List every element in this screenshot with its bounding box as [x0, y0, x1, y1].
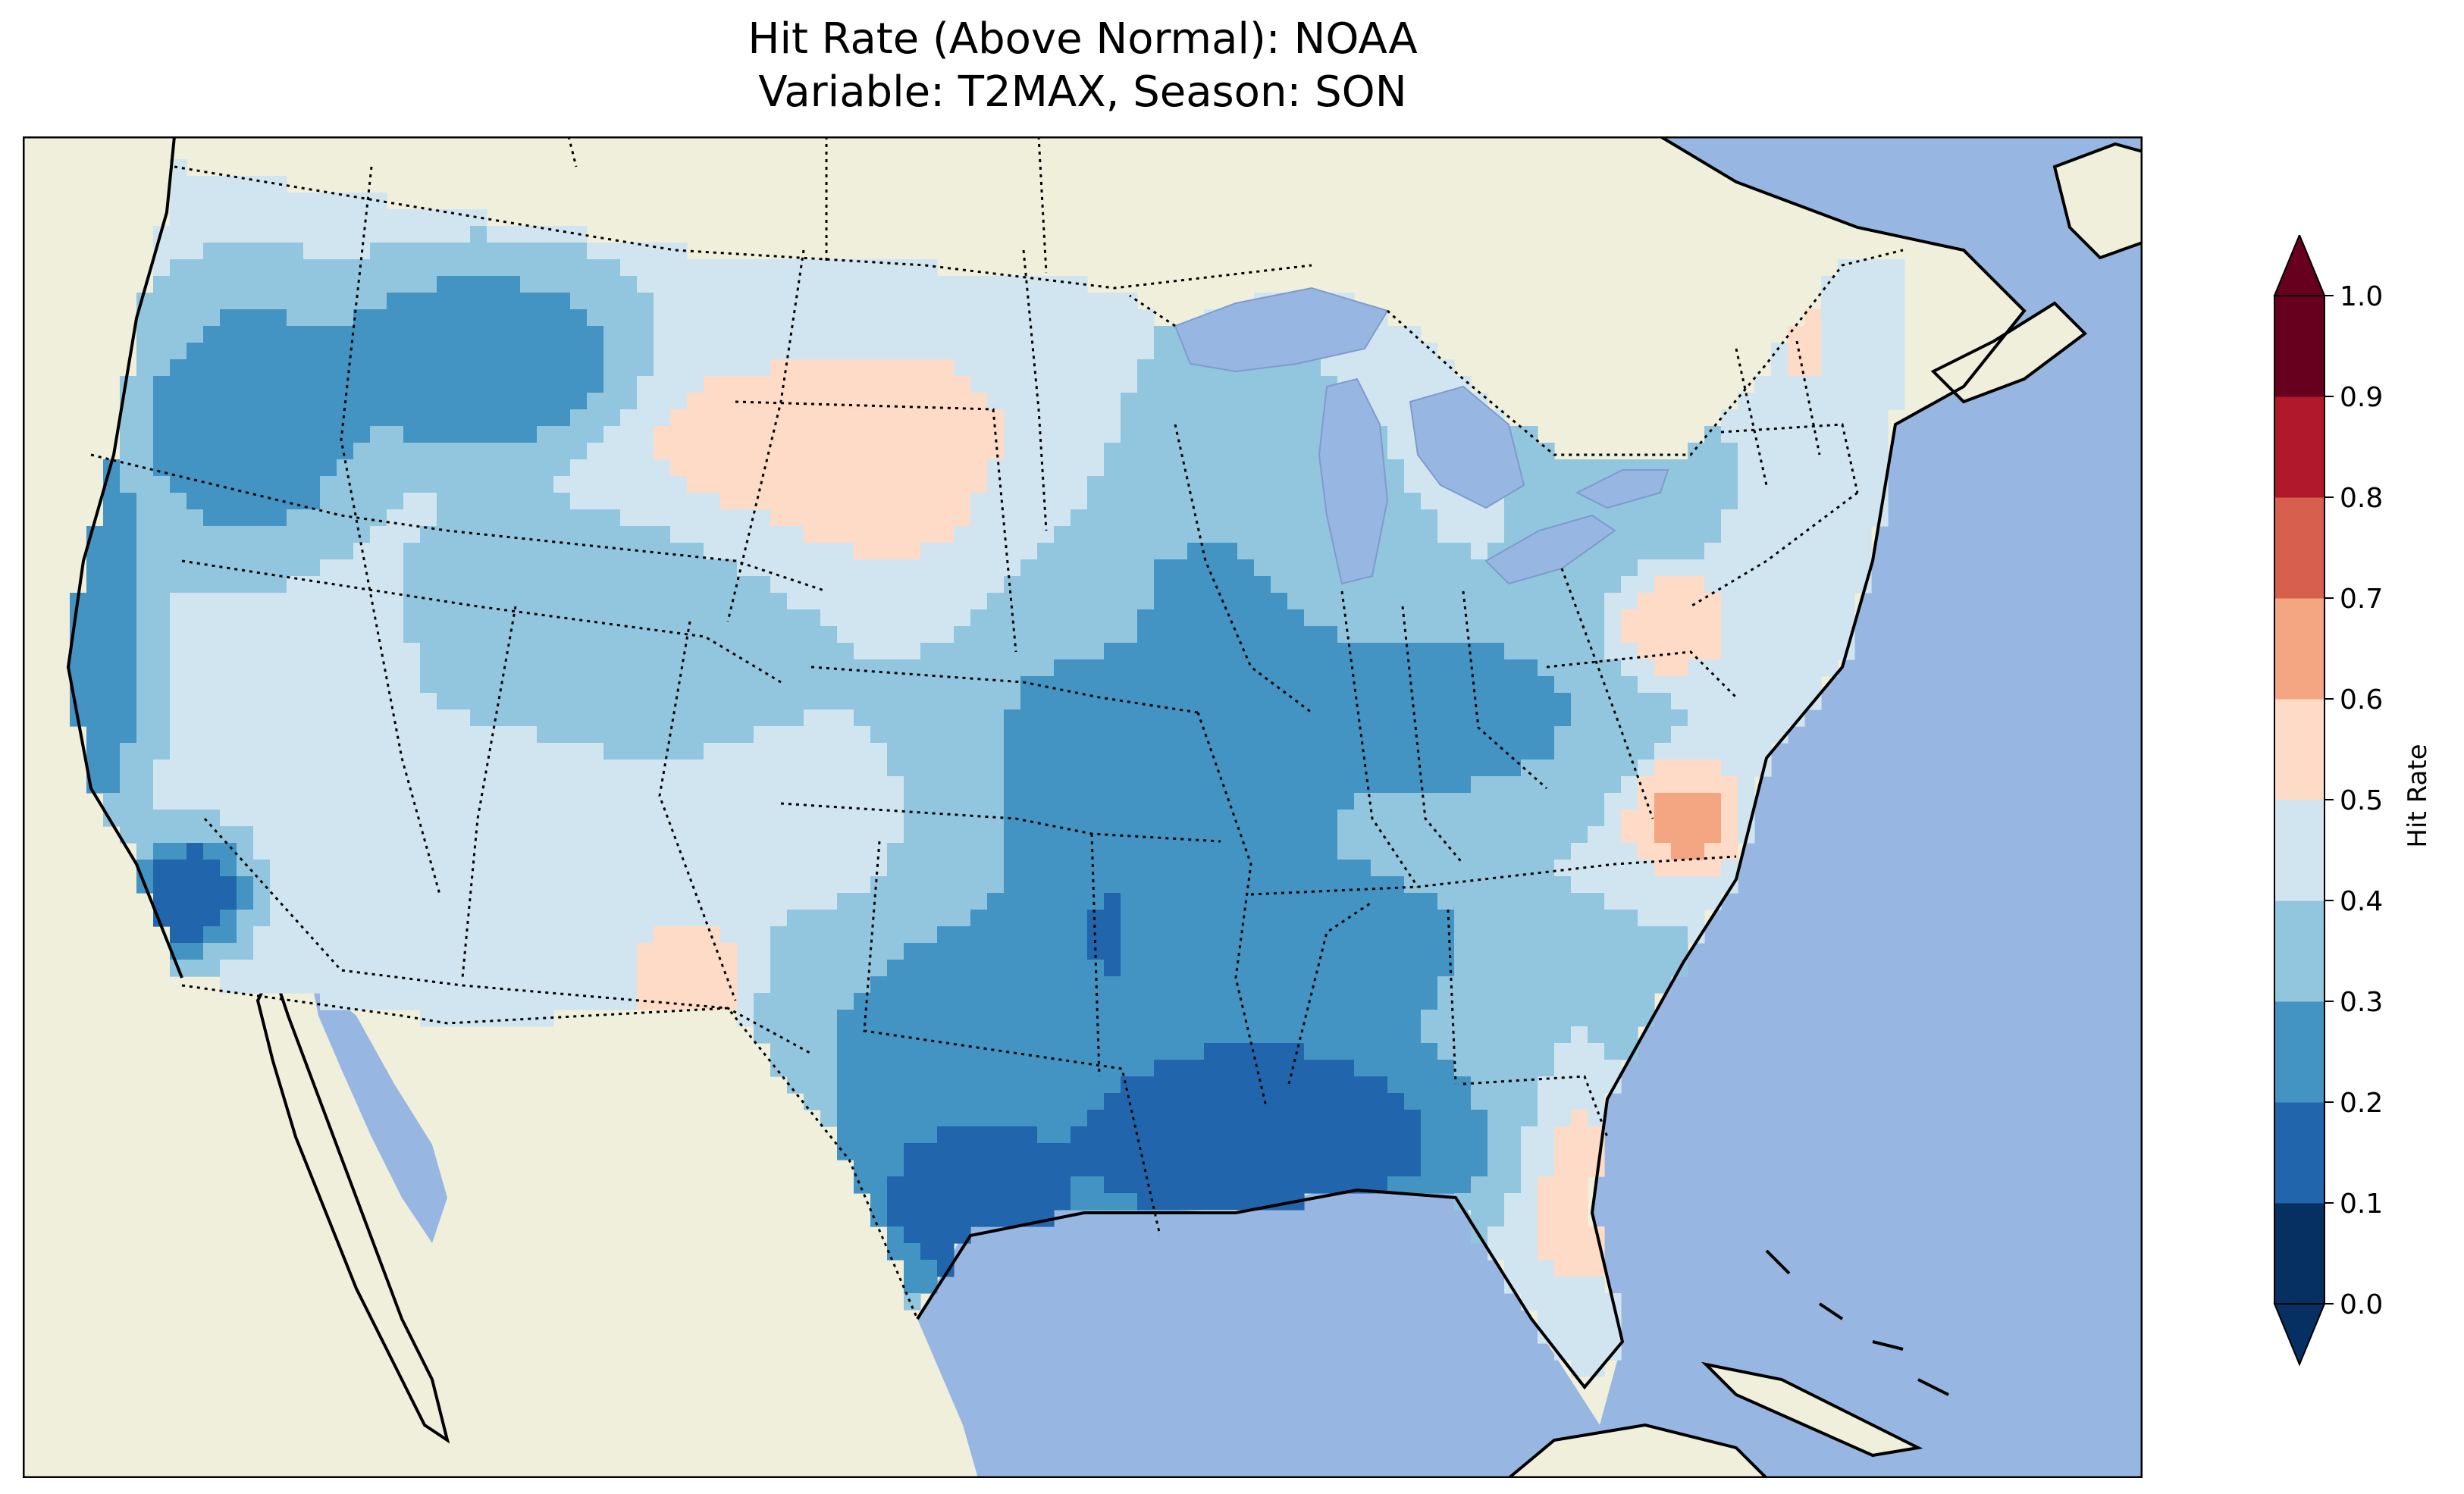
colorbar-block	[2274, 1203, 2324, 1305]
cuba	[1701, 1361, 1923, 1458]
colorbar-tick-label: 0.6	[2340, 684, 2383, 716]
coastlines	[66, 136, 2027, 1390]
yucatan	[1506, 1423, 1769, 1478]
colorbar-blocks	[2273, 235, 2326, 1367]
colorbar-block	[2274, 1102, 2324, 1204]
gulf-of-mexico	[917, 1190, 1630, 1478]
lake-erie	[1484, 514, 1616, 585]
gulf-of-california	[311, 978, 447, 1243]
lake-michigan	[1318, 377, 1389, 585]
colorbar-tick-label: 0.1	[2340, 1189, 2383, 1220]
lake-superior	[1174, 287, 1389, 373]
colorbar-block	[2274, 598, 2324, 700]
colorbar-block	[2274, 1001, 2324, 1103]
colorbar-tick-label: 0.4	[2340, 886, 2383, 917]
state-borders	[90, 165, 1859, 1236]
colorbar-extend-min	[2273, 1303, 2326, 1367]
lake-ontario	[1575, 469, 1669, 509]
colorbar-tick-label: 1.0	[2340, 281, 2383, 312]
chart-title-line-2: Variable: T2MAX, Season: SON	[758, 67, 1407, 117]
newfoundland	[2052, 142, 2143, 260]
colorbar-block	[2274, 699, 2324, 800]
colorbar-block	[2274, 800, 2324, 901]
colorbar-block	[2274, 900, 2324, 1002]
colorbar-block	[2274, 396, 2324, 498]
colorbar-extend-max	[2273, 235, 2326, 296]
bahamas	[1765, 1249, 1949, 1396]
colorbar-tick-label: 0.7	[2340, 584, 2383, 615]
colorbar-tick-label: 0.3	[2340, 987, 2383, 1018]
colorbar-tick-label: 0.8	[2340, 483, 2383, 514]
country-borders	[181, 136, 1904, 1320]
colorbar-block	[2274, 497, 2324, 599]
colorbar-tick-label: 0.2	[2340, 1088, 2383, 1119]
lake-huron	[1409, 385, 1525, 509]
colorbar: 0.0 0.1 0.2 0.3 0.4 0.5 0.6 0.7 0.8 0.9 1.0 Hit Ra…	[2273, 235, 2433, 1367]
colorbar-tick-label: 0.9	[2340, 382, 2383, 413]
colorbar-ticks: 0.0 0.1 0.2 0.3 0.4 0.5 0.6 0.7 0.8 0.9 1.0	[2324, 281, 2383, 1320]
colorbar-label: Hit Rate	[2403, 744, 2433, 847]
chart-title-line-1: Hit Rate (Above Normal): NOAA	[748, 14, 1418, 64]
hit-rate-grid	[70, 159, 1905, 1377]
map-frame	[23, 136, 2143, 1478]
colorbar-block	[2274, 296, 2324, 397]
colorbar-tick-label: 0.0	[2340, 1289, 2383, 1320]
baja-peninsula	[255, 966, 450, 1444]
great-lakes	[1174, 287, 1669, 585]
colorbar-tick-label: 0.5	[2340, 785, 2383, 816]
map-panel	[23, 136, 2143, 1478]
